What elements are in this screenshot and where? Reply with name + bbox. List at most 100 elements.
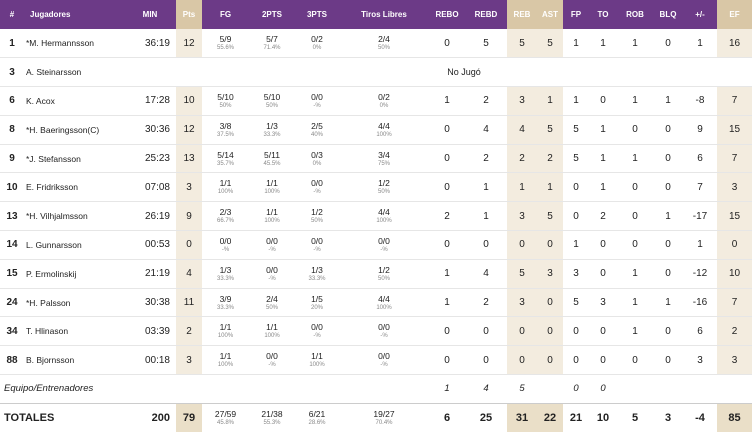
player-fg: 1/1 100% — [202, 316, 249, 347]
player-row: 8 *H. Baeringsson(C) 30:36 12 3/8 37.5% 1/3 33.… — [0, 115, 752, 145]
player-name[interactable]: *H. Baeringsson(C) — [24, 115, 124, 145]
player-blq: 0 — [653, 115, 683, 145]
player-3pts-made: 0/0 — [311, 91, 323, 102]
player-ast: 1 — [537, 172, 563, 203]
player-pts: 0 — [176, 230, 202, 260]
player-3pts: 0/0 -% — [295, 86, 339, 116]
player-fg: 2/3 66.7% — [202, 201, 249, 232]
player-2pts-made: 2/4 — [266, 293, 278, 304]
player-fg-pct: -% — [221, 246, 230, 253]
player-tl: 1/2 50% — [339, 259, 429, 289]
player-rebo: 1 — [429, 288, 465, 318]
player-name[interactable]: E. Fridriksson — [24, 172, 124, 203]
player-name[interactable]: *H. Vilhjalmsson — [24, 201, 124, 232]
player-2pts-pct: -% — [268, 246, 276, 253]
player-reb: 3 — [507, 288, 537, 318]
header-pts[interactable]: Pts — [176, 0, 202, 29]
player-to: 0 — [589, 86, 617, 116]
player-fg: 0/0 -% — [202, 230, 249, 260]
player-tl-pct: 100% — [376, 131, 392, 138]
player-tl-made: 3/4 — [378, 149, 390, 160]
header-rebo[interactable]: REBO — [429, 0, 465, 29]
header-players[interactable]: Jugadores — [24, 0, 124, 29]
player-row: 34 T. Hlinason 03:39 2 1/1 100% 1/1 100% 0/0 -% 0/… — [0, 316, 752, 347]
player-name[interactable]: P. Ermolinskij — [24, 259, 124, 289]
player-number: 88 — [0, 345, 24, 376]
player-row: 10 E. Fridriksson 07:08 3 1/1 100% 1/1 100% 0/0-… — [0, 172, 752, 203]
player-tl: 0/0 -% — [339, 345, 429, 376]
header-reb[interactable]: REB — [507, 0, 537, 29]
header-tiros-libres[interactable]: Tiros Libres — [339, 0, 429, 29]
player-3pts-pct: 100% — [309, 362, 325, 369]
player-fp: 1 — [563, 230, 589, 260]
player-fg-made: 5/10 — [217, 91, 234, 102]
player-fg-made: 2/3 — [219, 207, 232, 218]
player-rebd: 0 — [465, 316, 507, 347]
player-min — [124, 57, 176, 88]
player-pts: 12 — [176, 115, 202, 145]
header-fp[interactable]: FP — [563, 0, 589, 29]
player-3pts-pct: -% — [313, 246, 321, 253]
player-plus-minus: -16 — [683, 288, 717, 318]
player-2pts: 5/11 45.5% — [249, 144, 295, 174]
player-ef: 16 — [717, 29, 752, 59]
player-min: 30:36 — [124, 115, 176, 145]
header-min[interactable]: MIN — [124, 0, 176, 29]
player-name[interactable]: T. Hlinason — [24, 316, 124, 347]
header-plus-minus[interactable]: +/- — [683, 0, 717, 29]
player-fp: 1 — [563, 29, 589, 59]
header-ef[interactable]: EF — [717, 0, 752, 29]
player-name[interactable]: *M. Hermannsson — [24, 29, 124, 59]
player-reb: 4 — [507, 115, 537, 145]
player-plus-minus: 6 — [683, 144, 717, 174]
player-2pts: 0/0 -% — [249, 259, 295, 289]
player-min: 25:23 — [124, 144, 176, 174]
header-ast[interactable]: AST — [537, 0, 563, 29]
header-rebd[interactable]: REBD — [465, 0, 507, 29]
player-plus-minus: 3 — [683, 345, 717, 376]
player-rob: 1 — [617, 29, 653, 59]
header-2pts[interactable]: 2PTS — [249, 0, 295, 29]
player-reb: 0 — [507, 230, 537, 260]
player-fg-made: 5/9 — [219, 34, 232, 45]
player-to: 0 — [589, 230, 617, 260]
player-3pts: 0/0 -% — [295, 316, 339, 347]
player-tl: 4/4 100% — [339, 288, 429, 318]
player-name[interactable]: B. Bjornsson — [24, 345, 124, 376]
header-fg[interactable]: FG — [202, 0, 249, 29]
player-2pts-made: 1/1 — [266, 322, 278, 333]
player-name[interactable]: K. Acox — [24, 86, 124, 116]
player-name[interactable]: *J. Stefansson — [24, 144, 124, 174]
player-tl-pct: -% — [380, 362, 388, 369]
player-rob: 0 — [617, 230, 653, 260]
player-tl-made: 1/2 — [378, 264, 390, 275]
player-blq: 0 — [653, 144, 683, 174]
player-number: 6 — [0, 86, 24, 116]
player-2pts-made: 0/0 — [266, 264, 278, 275]
player-rob: 0 — [617, 172, 653, 203]
header-3pts[interactable]: 3PTS — [295, 0, 339, 29]
player-number: 13 — [0, 201, 24, 232]
player-to: 1 — [589, 115, 617, 145]
player-fp: 1 — [563, 86, 589, 116]
player-rob: 1 — [617, 259, 653, 289]
header-rob[interactable]: ROB — [617, 0, 653, 29]
player-2pts: 5/10 50% — [249, 86, 295, 116]
player-2pts: 1/3 33.3% — [249, 115, 295, 145]
player-2pts: 1/1 100% — [249, 172, 295, 203]
player-name[interactable]: L. Gunnarsson — [24, 230, 124, 260]
player-rebo: 0 — [429, 316, 465, 347]
player-3pts: 0/0 -% — [295, 172, 339, 203]
player-name[interactable]: A. Steinarsson — [24, 57, 124, 88]
header-to[interactable]: TO — [589, 0, 617, 29]
player-name[interactable]: *H. Palsson — [24, 288, 124, 318]
player-fg: 5/9 55.6% — [202, 29, 249, 59]
player-tl-pct: 50% — [377, 275, 390, 282]
player-fg-pct: 33.3% — [216, 304, 234, 311]
player-rebd: 4 — [465, 259, 507, 289]
header-blq[interactable]: BLQ — [653, 0, 683, 29]
player-rebo: 0 — [429, 345, 465, 376]
header-num[interactable]: # — [0, 0, 24, 29]
totales-blq: 3 — [653, 402, 683, 433]
player-fp: 5 — [563, 288, 589, 318]
